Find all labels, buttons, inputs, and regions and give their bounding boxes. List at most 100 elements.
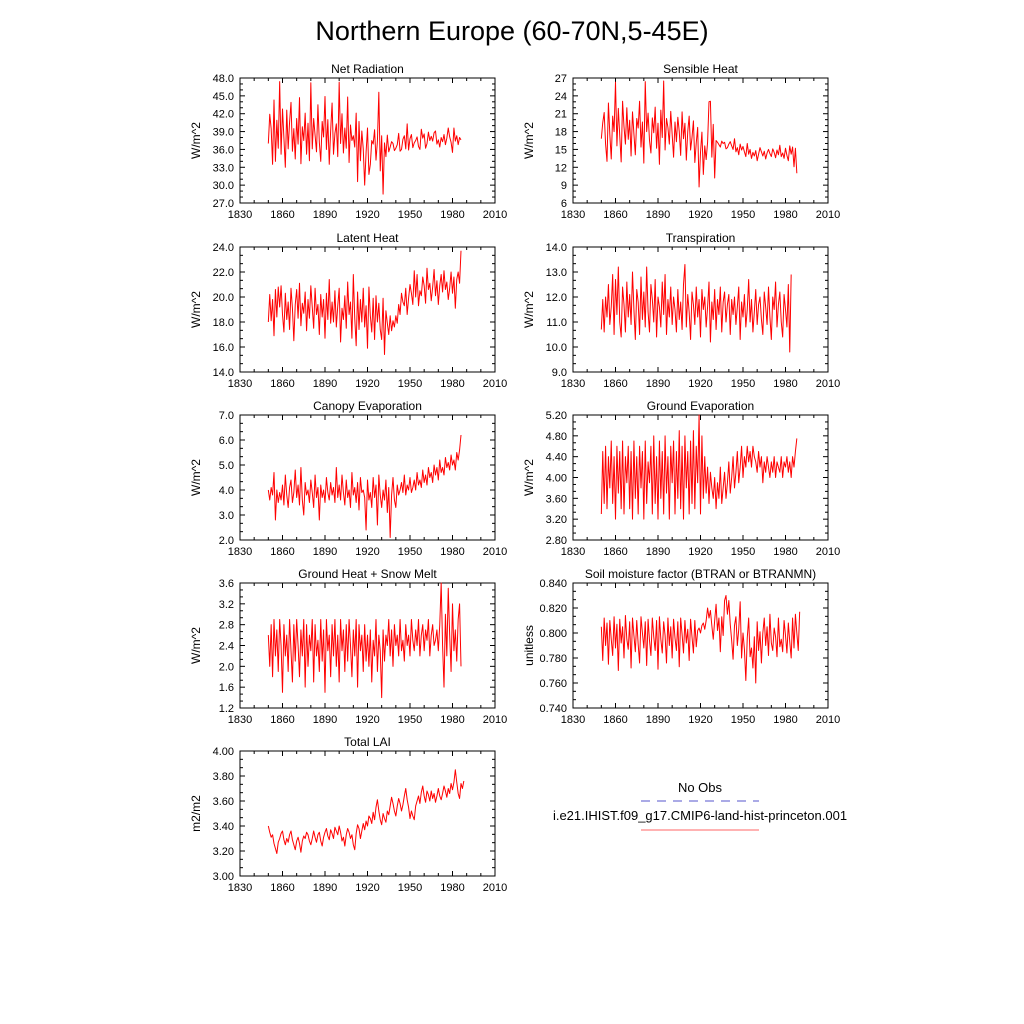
y-tick-label: 33.0	[213, 162, 234, 174]
panel-latent-heat: 1830 1860 1890 1920 1950 1980 2010 14.0 16.0 18.0…	[189, 231, 507, 390]
y-tick-label: 1.2	[219, 703, 234, 715]
y-tick-label: 11.0	[546, 317, 567, 329]
x-tick-label: 1950	[398, 378, 422, 390]
y-tick-label: 0.760	[539, 678, 567, 690]
x-tick-label: 1890	[313, 714, 337, 726]
y-tick-label: 5.0	[219, 460, 234, 472]
x-tick-label: 1920	[355, 882, 379, 894]
panel-grid: 1830 1860 1890 1920 1950 1980 2010 27.0 30.0 33.0…	[189, 62, 840, 894]
x-tick-label: 1980	[773, 378, 797, 390]
y-tick-label: 2.0	[219, 535, 234, 547]
y-tick-label: 9	[561, 180, 567, 192]
x-tick-label: 1830	[228, 714, 252, 726]
y-tick-label: 2.8	[219, 620, 234, 632]
y-tick-label: 14.0	[546, 242, 567, 254]
legend-label-model: i.e21.IHIST.f09_g17.CMIP6-land-hist-prin…	[553, 808, 847, 823]
x-tick-label: 2010	[483, 378, 507, 390]
figure-title: Northern Europe (60-70N,5-45E)	[315, 16, 708, 46]
x-tick-label: 1860	[270, 714, 294, 726]
x-tick-label: 1860	[603, 546, 627, 558]
y-tick-label: 0.780	[539, 653, 567, 665]
x-tick-label: 1920	[688, 546, 712, 558]
panel-ground-evaporation-ylabel: W/m^2	[522, 459, 536, 496]
x-tick-label: 2010	[816, 714, 840, 726]
panel-sensible-heat-ylabel: W/m^2	[522, 122, 536, 159]
x-tick-label: 1830	[228, 546, 252, 558]
x-tick-label: 1950	[398, 882, 422, 894]
y-tick-label: 13.0	[546, 267, 567, 279]
y-tick-label: 6.0	[219, 435, 234, 447]
panel-sensible-heat-series-line	[600, 80, 798, 188]
x-tick-label: 2010	[483, 882, 507, 894]
x-tick-label: 2010	[816, 378, 840, 390]
x-tick-label: 1830	[228, 882, 252, 894]
y-tick-label: 4.0	[219, 485, 234, 497]
panel-latent-heat-title: Latent Heat	[336, 231, 399, 245]
x-tick-label: 1950	[398, 546, 422, 558]
x-tick-label: 1920	[688, 378, 712, 390]
x-tick-label: 1830	[228, 378, 252, 390]
x-tick-label: 1950	[398, 209, 422, 221]
x-tick-label: 2010	[483, 714, 507, 726]
y-tick-label: 3.20	[213, 846, 234, 858]
x-tick-label: 1890	[646, 209, 670, 221]
x-tick-label: 1890	[646, 546, 670, 558]
y-tick-label: 4.00	[546, 473, 567, 485]
y-tick-label: 3.60	[546, 493, 567, 505]
panel-soil-moisture-factor-btran-or-btranmn-series-line	[600, 595, 801, 684]
y-tick-label: 48.0	[213, 73, 234, 85]
x-tick-label: 1950	[731, 546, 755, 558]
panel-net-radiation: 1830 1860 1890 1920 1950 1980 2010 27.0 30.0 33.0…	[189, 62, 507, 221]
panel-ground-heat-snow-melt: 1830 1860 1890 1920 1950 1980 2010 1.2 1.6 2.0 2.4…	[189, 567, 507, 726]
y-tick-label: 27	[555, 73, 567, 85]
panel-canopy-evaporation-series-line	[267, 434, 462, 538]
x-tick-label: 1980	[773, 714, 797, 726]
y-tick-label: 0.740	[539, 703, 567, 715]
y-tick-label: 3.6	[219, 578, 234, 590]
x-tick-label: 1860	[270, 546, 294, 558]
y-tick-label: 3.20	[546, 514, 567, 526]
panel-latent-heat-series-line	[267, 250, 462, 355]
x-tick-label: 2010	[816, 546, 840, 558]
x-tick-label: 1950	[398, 714, 422, 726]
y-tick-label: 24.0	[213, 242, 234, 254]
y-tick-label: 0.800	[539, 628, 567, 640]
x-tick-label: 1890	[646, 378, 670, 390]
y-tick-label: 45.0	[213, 91, 234, 103]
panel-latent-heat-ylabel: W/m^2	[189, 291, 203, 328]
legend: No Obs i.e21.IHIST.f09_g17.CMIP6-land-hi…	[553, 780, 847, 831]
y-tick-label: 2.0	[219, 661, 234, 673]
y-tick-label: 0.820	[539, 603, 567, 615]
y-tick-label: 3.0	[219, 510, 234, 522]
x-tick-label: 1860	[603, 714, 627, 726]
y-tick-label: 14.0	[213, 367, 234, 379]
x-tick-label: 1980	[773, 546, 797, 558]
x-tick-label: 1860	[603, 378, 627, 390]
y-tick-label: 1.6	[219, 682, 234, 694]
panel-canopy-evaporation-title: Canopy Evaporation	[313, 399, 422, 413]
panel-transpiration-ylabel: W/m^2	[522, 291, 536, 328]
x-tick-label: 1830	[561, 714, 585, 726]
y-tick-label: 21	[555, 109, 567, 121]
x-tick-label: 1890	[313, 209, 337, 221]
panel-ground-heat-snow-melt-title: Ground Heat + Snow Melt	[298, 567, 437, 581]
x-tick-label: 1920	[355, 378, 379, 390]
legend-label-obs: No Obs	[678, 780, 723, 795]
panel-sensible-heat: 1830 1860 1890 1920 1950 1980 2010 6 9 12 15 18 21 24…	[522, 62, 840, 221]
y-tick-label: 10.0	[546, 342, 567, 354]
x-tick-label: 1980	[773, 209, 797, 221]
panel-total-lai-ylabel: m2/m2	[189, 795, 203, 832]
x-tick-label: 2010	[483, 209, 507, 221]
y-tick-label: 6	[561, 198, 567, 210]
x-tick-label: 2010	[816, 209, 840, 221]
y-tick-label: 16.0	[213, 342, 234, 354]
y-tick-label: 9.0	[552, 367, 567, 379]
panel-ground-heat-snow-melt-series-line	[267, 582, 462, 699]
panel-soil-moisture-factor-btran-or-btranmn-ylabel: unitless	[522, 625, 536, 666]
panel-transpiration-title: Transpiration	[666, 231, 736, 245]
panel-ground-evaporation-series-line	[600, 414, 798, 520]
panel-ground-evaporation-title: Ground Evaporation	[647, 399, 754, 413]
y-tick-label: 3.60	[213, 796, 234, 808]
panel-total-lai-series-line	[267, 769, 465, 854]
